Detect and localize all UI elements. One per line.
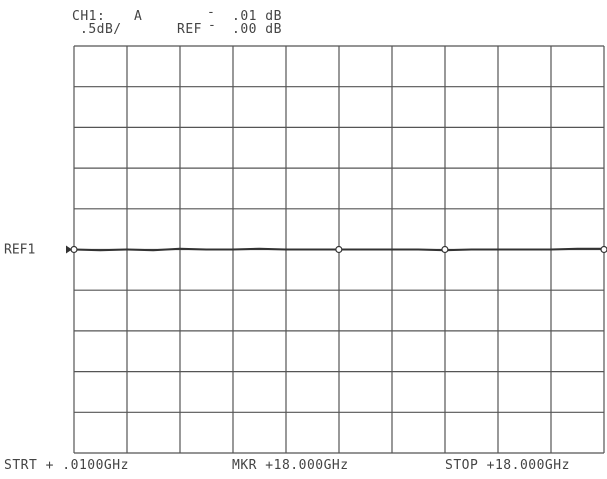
marker-dot <box>335 245 343 254</box>
param-label: A <box>134 9 143 24</box>
marker-value: .01 dB <box>232 9 282 24</box>
marker-dot <box>441 245 449 254</box>
marker-freq: MKR +18.000GHz <box>232 458 349 473</box>
marker-dot <box>600 245 607 254</box>
marker-dots <box>70 245 607 254</box>
ref-label: REF <box>177 22 202 37</box>
start-freq: STRT + .0100GHz <box>4 458 129 473</box>
scale-label: .5dB/ <box>80 22 122 37</box>
stop-freq: STOP +18.000GHz <box>445 458 570 473</box>
ref-line-label: REF1 <box>4 243 35 258</box>
header-dash-1: - <box>207 5 216 20</box>
ref-arrow <box>66 245 72 254</box>
ref-value: .00 dB <box>232 22 282 37</box>
header-dash-2: - <box>208 18 217 33</box>
channel-label: CH1: <box>72 9 106 24</box>
